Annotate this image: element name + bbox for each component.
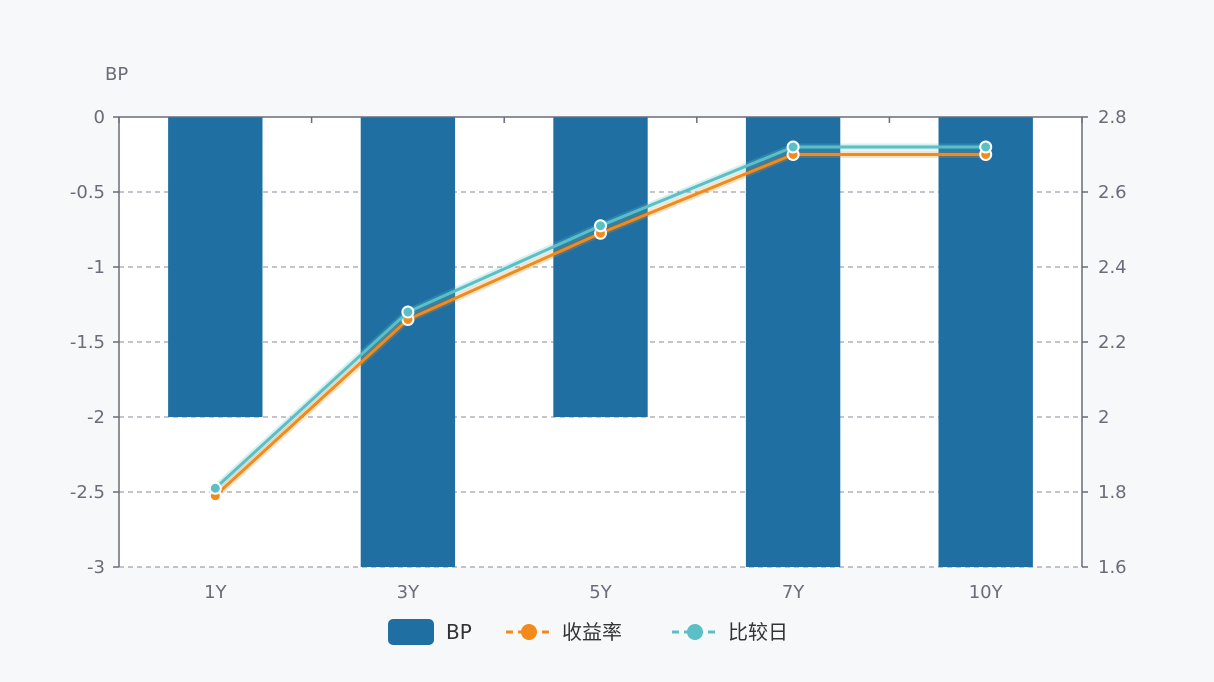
left-tick-label: -2 [87,407,105,428]
x-tick-label: 1Y [204,582,227,603]
left-tick-label: -1.5 [70,332,105,353]
bar-10Y [938,117,1033,567]
line-point-1-10Y [979,140,993,154]
legend-label: 收益率 [562,620,622,644]
line-point-1-5Y [594,219,607,233]
left-axis-tick-labels: 0 -0.5 -1 -1.5 -2 -2.5 -3 [70,107,105,578]
x-tick-label: 5Y [589,582,612,603]
right-tick-label: 2.8 [1098,107,1127,128]
legend-swatch-marker [687,624,703,640]
line-point-1-3Y [401,305,415,319]
right-tick-label: 2.4 [1098,257,1127,278]
bar-series [168,117,1033,567]
legend-swatch-marker [521,624,537,640]
legend-label: BP [446,620,472,644]
legend-swatch-bar [388,619,434,645]
x-axis-tick-labels: 1Y 3Y 5Y 7Y 10Y [204,582,1004,603]
legend[interactable]: BP 收益率 比较日 [388,619,788,645]
left-tick-label: -1 [87,257,105,278]
legend-item-2[interactable]: 比较日 [672,620,788,644]
x-tick-label: 7Y [782,582,805,603]
x-tick-label: 3Y [397,582,420,603]
legend-item-1[interactable]: 收益率 [506,620,622,644]
bar-7Y [745,117,841,567]
right-axis-tick-labels: 2.8 2.6 2.4 2.2 2 1.8 1.6 [1098,107,1127,578]
line-series [208,140,993,503]
left-tick-label: -0.5 [70,182,105,203]
right-tick-label: 2.2 [1098,332,1127,353]
bar-5Y [553,117,648,417]
left-axis-title: BP [105,64,128,85]
right-tick-label: 2 [1098,407,1109,428]
x-tick-label: 10Y [969,582,1004,603]
legend-label: 比较日 [728,620,788,644]
left-tick-label: 0 [94,107,105,128]
axes [113,116,1088,568]
line-point-1-1Y [208,481,222,495]
right-tick-label: 1.8 [1098,482,1127,503]
legend-item-0[interactable]: BP [388,619,472,645]
left-tick-label: -2.5 [70,482,105,503]
left-tick-label: -3 [87,557,105,578]
line-point-1-7Y [786,140,800,154]
bar-1Y [168,117,263,417]
right-tick-label: 2.6 [1098,182,1127,203]
right-tick-label: 1.6 [1098,557,1127,578]
